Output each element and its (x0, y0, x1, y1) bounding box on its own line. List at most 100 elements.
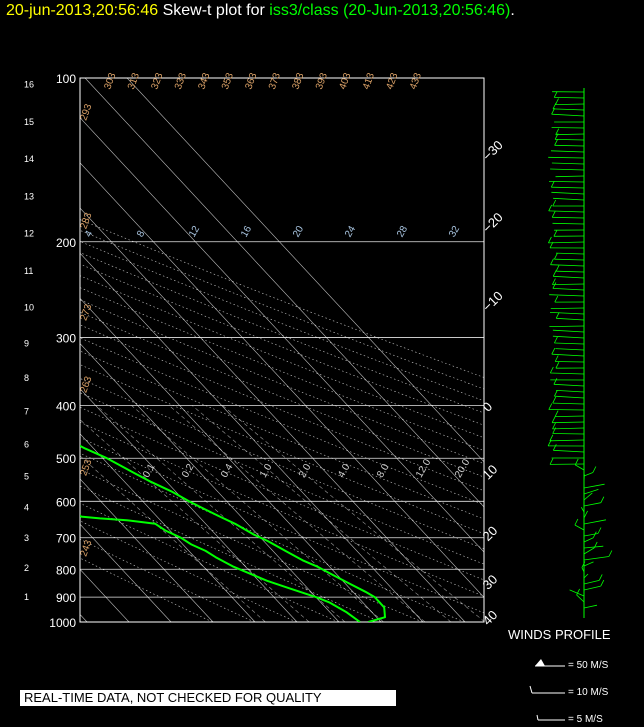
wind-barb-flag (597, 527, 602, 534)
wind-barb (552, 108, 585, 111)
wind-barb-flag (554, 336, 558, 344)
height-tick-label: 4 (24, 503, 29, 513)
wind-barb (548, 181, 585, 183)
wind-legend-5: = 5 M/S (568, 714, 603, 725)
wind-legend-50: = 50 M/S (568, 660, 609, 671)
mixing-ratio-label-upper: 12 (187, 224, 202, 240)
pressure-tick-label: 100 (56, 72, 76, 86)
wind-barb (554, 395, 585, 399)
wind-barb-flag (551, 416, 556, 423)
mixing-ratio-label-upper: 24 (343, 224, 358, 240)
wind-barb (548, 210, 585, 213)
wind-barb-flag (552, 444, 557, 451)
title-source: iss3/class (20-Jun-2013,20:56:46) (269, 2, 511, 19)
wind-barb (555, 415, 585, 417)
height-tick-label: 8 (24, 373, 29, 383)
wind-barb (583, 561, 594, 567)
height-tick-label: 3 (24, 533, 29, 543)
wind-barb (556, 390, 585, 393)
wind-legend-10: = 10 M/S (568, 687, 609, 698)
height-tick-label: 13 (24, 191, 34, 201)
isotherm-line (80, 207, 466, 622)
title-time: 20-jun-2013,20:56:46 (6, 2, 159, 19)
isotherm-line (80, 343, 340, 622)
mixing-ratio-label-upper: 20 (291, 224, 306, 240)
wind-barb (549, 312, 585, 315)
pressure-tick-label: 700 (56, 532, 76, 546)
wind-barb (583, 585, 601, 591)
height-tick-label: 12 (24, 229, 34, 239)
pressure-tick-label: 200 (56, 236, 76, 250)
wind-barb (552, 222, 585, 225)
wind-barb (583, 545, 604, 549)
wind-barb-flag (553, 378, 558, 385)
wind-barb (583, 502, 601, 507)
plot-frame (79, 77, 485, 623)
wind-barb-flag (549, 241, 554, 249)
dry-adiabat (80, 275, 484, 439)
height-tick-label: 15 (24, 117, 34, 127)
wind-barb (583, 472, 594, 477)
wind-barb (555, 361, 585, 363)
isotherm-line (80, 433, 256, 622)
wind-barb (550, 150, 585, 153)
wind-barb-flag (548, 403, 553, 410)
isotherm-line (80, 162, 484, 598)
wind-barb-flag (554, 390, 558, 397)
pressure-tick-label: 800 (56, 563, 76, 577)
wind-barb (548, 156, 585, 159)
wind-barb (555, 133, 585, 136)
wind-barb (555, 103, 585, 105)
dry-adiabat (80, 437, 484, 614)
wind-barb-flag (555, 265, 560, 272)
wind-barb-flag (552, 199, 557, 207)
pressure-tick-label: 500 (56, 452, 76, 466)
wind-barb-flag (552, 270, 557, 277)
wind-barb-flag (593, 541, 598, 549)
dry-adiabat (80, 557, 213, 622)
chart-title: 20-jun-2013,20:56:46 Skew-t plot for iss… (6, 2, 515, 20)
wind-barb (576, 594, 585, 603)
wind-barb (554, 97, 585, 99)
wind-barb-flag (549, 458, 554, 465)
title-text: Skew-t plot for (158, 2, 270, 19)
wind-barb-flag (552, 396, 557, 404)
isotherm-line (80, 478, 214, 622)
wind-barb (552, 433, 585, 435)
wind-barb (583, 547, 595, 555)
height-tick-label: 10 (24, 303, 34, 313)
wind-barb (552, 427, 585, 430)
wind-barb (555, 252, 585, 255)
wind-barb (551, 162, 585, 165)
mixing-ratio-label-upper: 4 (83, 229, 96, 240)
mixing-ratio-label-upper: 32 (447, 224, 462, 240)
wind-barb (553, 275, 585, 279)
isotherm-line (80, 117, 484, 553)
wind-barb (583, 519, 607, 525)
wind-barb (550, 307, 585, 309)
wind-barb-flag (554, 139, 558, 146)
isotherm-line (80, 252, 424, 622)
wind-barb (581, 567, 585, 573)
wind-barb-flag (552, 427, 557, 434)
wind-barb-flag (551, 211, 556, 218)
wind-barb-flag (555, 128, 560, 135)
wind-barb (552, 283, 585, 285)
wind-barb-flag (552, 422, 556, 430)
wind-barb (552, 216, 585, 219)
wind-barb (552, 402, 585, 405)
wind-barb (554, 342, 585, 345)
wind-barb-flag (549, 434, 554, 441)
wind-barb (552, 288, 585, 291)
height-tick-label: 11 (24, 266, 33, 276)
mixing-ratio-label-upper: 16 (239, 224, 254, 240)
temperature-trace (80, 444, 386, 622)
pressure-tick-label: 300 (56, 332, 76, 346)
height-tick-label: 6 (24, 440, 29, 450)
wind-barb (554, 258, 585, 261)
wind-barb-flag (581, 561, 586, 568)
height-tick-label: 2 (24, 563, 29, 573)
mixing-ratio-label-upper: 28 (395, 224, 410, 240)
